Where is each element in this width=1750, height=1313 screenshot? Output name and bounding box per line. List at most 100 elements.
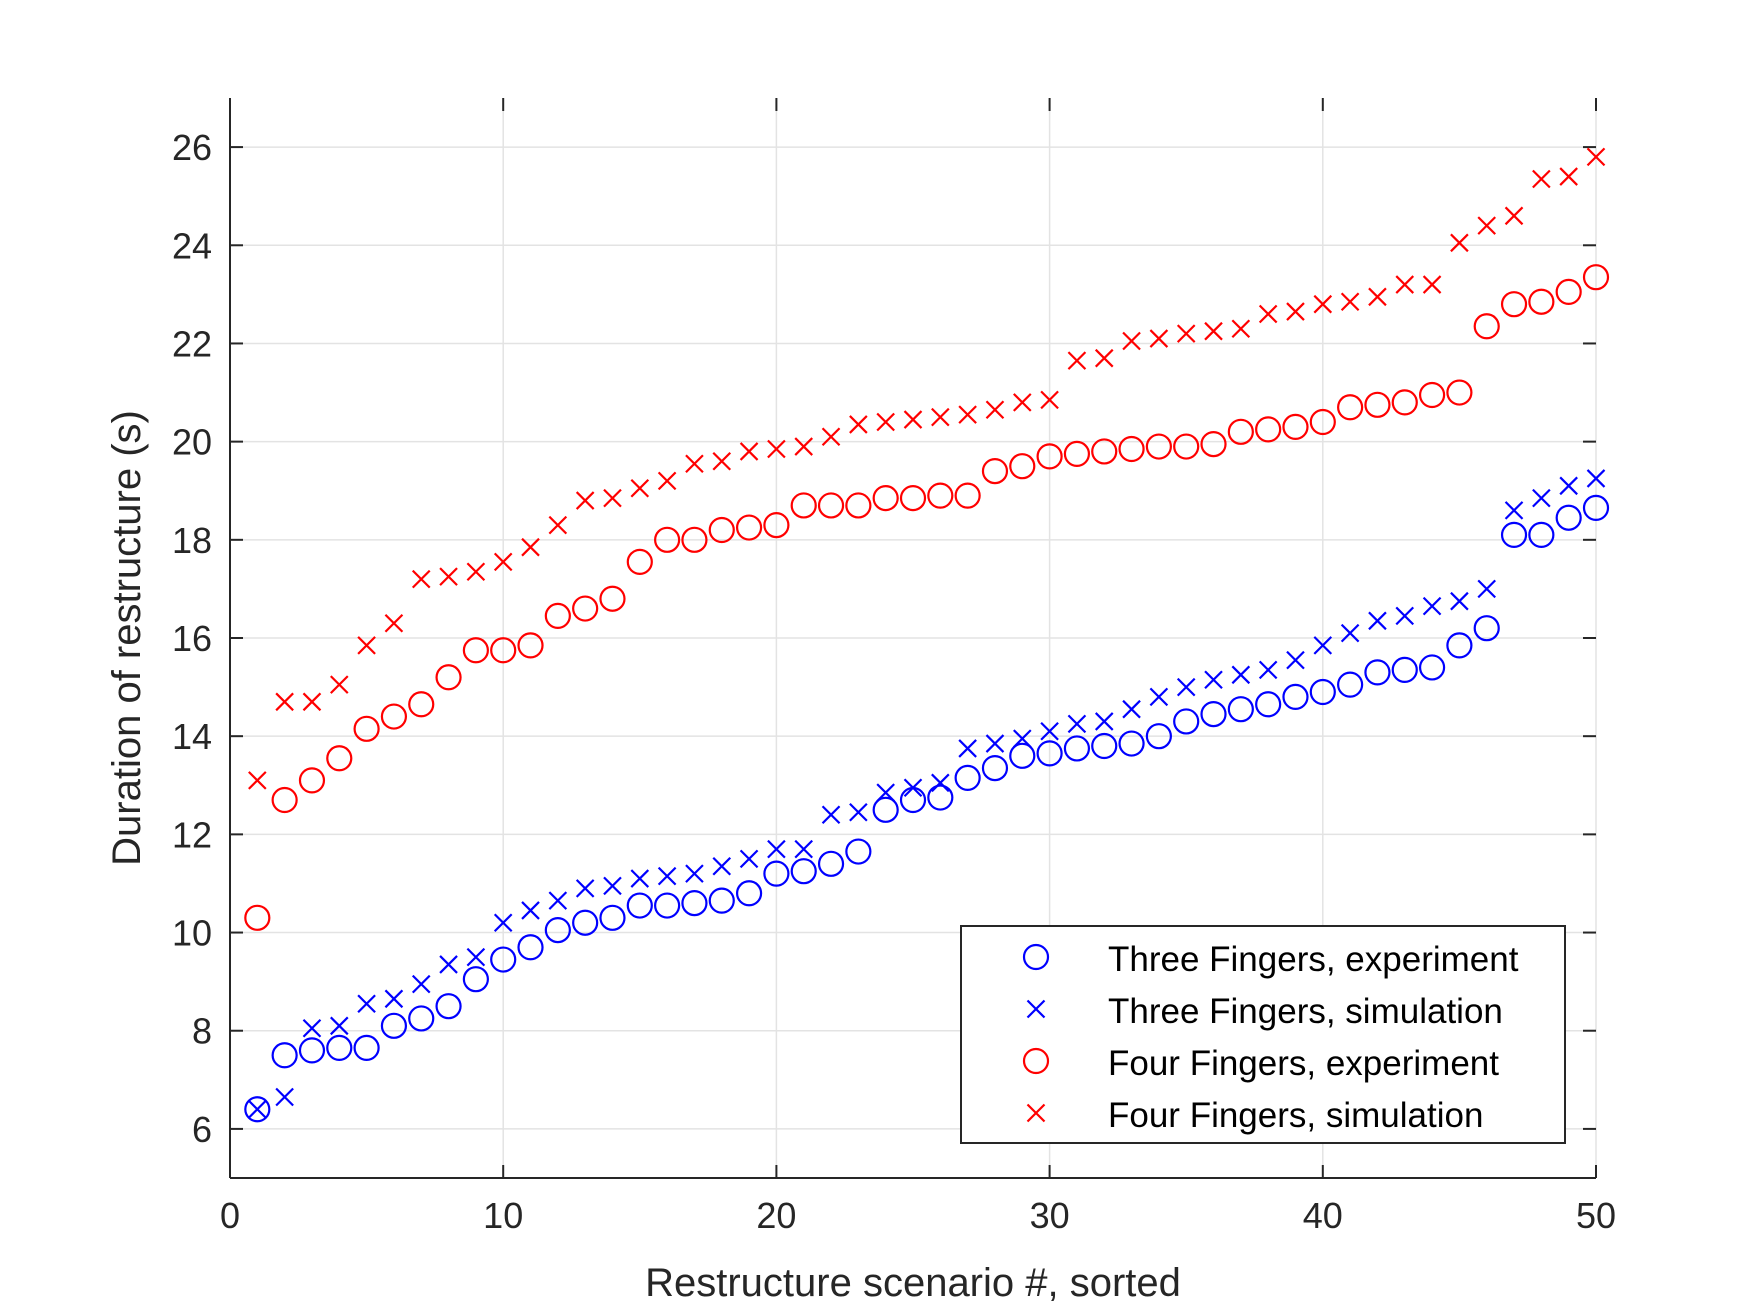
data-point-x — [1313, 294, 1333, 314]
data-point-circle — [490, 637, 517, 664]
data-point-x — [767, 839, 786, 859]
data-point-circle — [1063, 440, 1091, 468]
data-point-circle — [954, 764, 981, 792]
data-point-circle — [1282, 413, 1309, 441]
data-point-x — [411, 569, 431, 589]
data-point-circle — [1528, 521, 1555, 549]
data-point-x — [1094, 712, 1114, 731]
data-point-circle — [1145, 433, 1172, 460]
data-point-x — [712, 451, 732, 471]
data-point-x — [1040, 721, 1059, 741]
data-point-circle — [981, 754, 1009, 782]
data-point-circle — [817, 492, 845, 519]
legend-label-0: Three Fingers, experiment — [1108, 940, 1519, 979]
data-point-circle — [654, 526, 681, 553]
data-point-circle — [1255, 416, 1282, 443]
data-point-x — [548, 515, 568, 535]
legend: Three Fingers, experiment Three Fingers, … — [960, 925, 1566, 1144]
data-marks — [244, 147, 1610, 1123]
data-point-circle — [435, 993, 462, 1020]
data-point-x — [849, 802, 868, 822]
data-point-x — [1013, 729, 1032, 748]
data-point-circle — [544, 916, 571, 944]
x-tick-label: 30 — [1030, 1195, 1070, 1236]
data-point-x — [384, 613, 404, 633]
data-point-x — [575, 491, 595, 510]
data-point-x — [1532, 169, 1551, 189]
data-point-circle — [1473, 313, 1500, 340]
data-point-x — [958, 739, 977, 758]
data-point-x — [521, 901, 540, 920]
data-point-circle — [244, 904, 271, 931]
data-point-x — [1122, 331, 1141, 351]
x-tick-label: 0 — [220, 1195, 240, 1236]
data-point-circle — [1227, 696, 1254, 723]
data-point-x — [1067, 714, 1087, 734]
data-point-x — [603, 876, 622, 896]
data-point-x — [1395, 275, 1415, 294]
data-point-circle — [1500, 291, 1528, 318]
series-2 — [244, 264, 1610, 931]
data-point-x — [1258, 304, 1278, 324]
y-tick-label: 6 — [192, 1109, 212, 1150]
data-point-circle — [1309, 678, 1336, 706]
data-point-x — [794, 839, 813, 859]
data-point-circle — [1227, 418, 1254, 445]
data-point-x — [712, 856, 732, 876]
data-point-x — [521, 537, 540, 557]
legend-box — [960, 925, 1566, 1144]
data-point-circle — [654, 892, 681, 919]
data-point-x — [1204, 321, 1223, 341]
data-point-x — [1258, 660, 1278, 680]
data-point-x — [1313, 636, 1333, 655]
y-tick-label: 20 — [172, 422, 212, 463]
data-point-x — [1422, 275, 1442, 294]
data-point-x — [493, 913, 513, 933]
data-point-circle — [735, 514, 763, 541]
data-point-circle — [353, 715, 380, 742]
data-point-x — [1231, 665, 1251, 685]
data-point-circle — [1500, 521, 1528, 549]
data-point-circle — [1200, 700, 1227, 728]
data-point-circle — [1173, 433, 1200, 460]
data-point-x — [985, 400, 1005, 420]
data-point-x — [657, 471, 677, 491]
x-tick-label: 10 — [483, 1195, 523, 1236]
data-point-circle — [298, 767, 326, 794]
data-point-x — [275, 1087, 294, 1107]
legend-label-2: Four Fingers, experiment — [1108, 1044, 1499, 1083]
data-point-x — [1122, 699, 1141, 719]
data-point-x — [248, 1099, 267, 1119]
data-point-x — [630, 478, 650, 498]
axes — [229, 98, 1597, 1179]
data-point-x — [384, 989, 404, 1009]
data-point-circle — [708, 887, 735, 914]
data-point-circle — [681, 889, 708, 917]
data-point-circle — [681, 526, 708, 553]
data-point-x — [630, 869, 650, 888]
data-point-circle — [626, 892, 653, 919]
data-point-x — [685, 864, 704, 883]
data-point-x — [657, 866, 677, 886]
data-point-circle — [271, 1042, 298, 1069]
data-point-x — [739, 849, 759, 869]
data-point-circle — [1555, 504, 1582, 531]
data-point-circle — [763, 511, 790, 539]
data-point-circle — [572, 595, 599, 622]
data-point-x — [275, 692, 294, 712]
data-point-x — [1176, 677, 1196, 697]
x-tick-label: 20 — [756, 1195, 796, 1236]
data-point-x — [466, 562, 486, 582]
data-point-x — [357, 994, 376, 1014]
data-point-circle — [708, 516, 735, 544]
legend-marker-0 — [1022, 943, 1050, 971]
data-point-x — [1340, 292, 1360, 312]
data-point-x — [849, 415, 868, 434]
data-point-x — [248, 771, 267, 790]
data-point-circle — [244, 1096, 271, 1123]
data-point-circle — [380, 703, 408, 730]
data-point-circle — [1009, 453, 1036, 480]
data-point-x — [685, 454, 704, 474]
data-point-x — [931, 407, 950, 427]
